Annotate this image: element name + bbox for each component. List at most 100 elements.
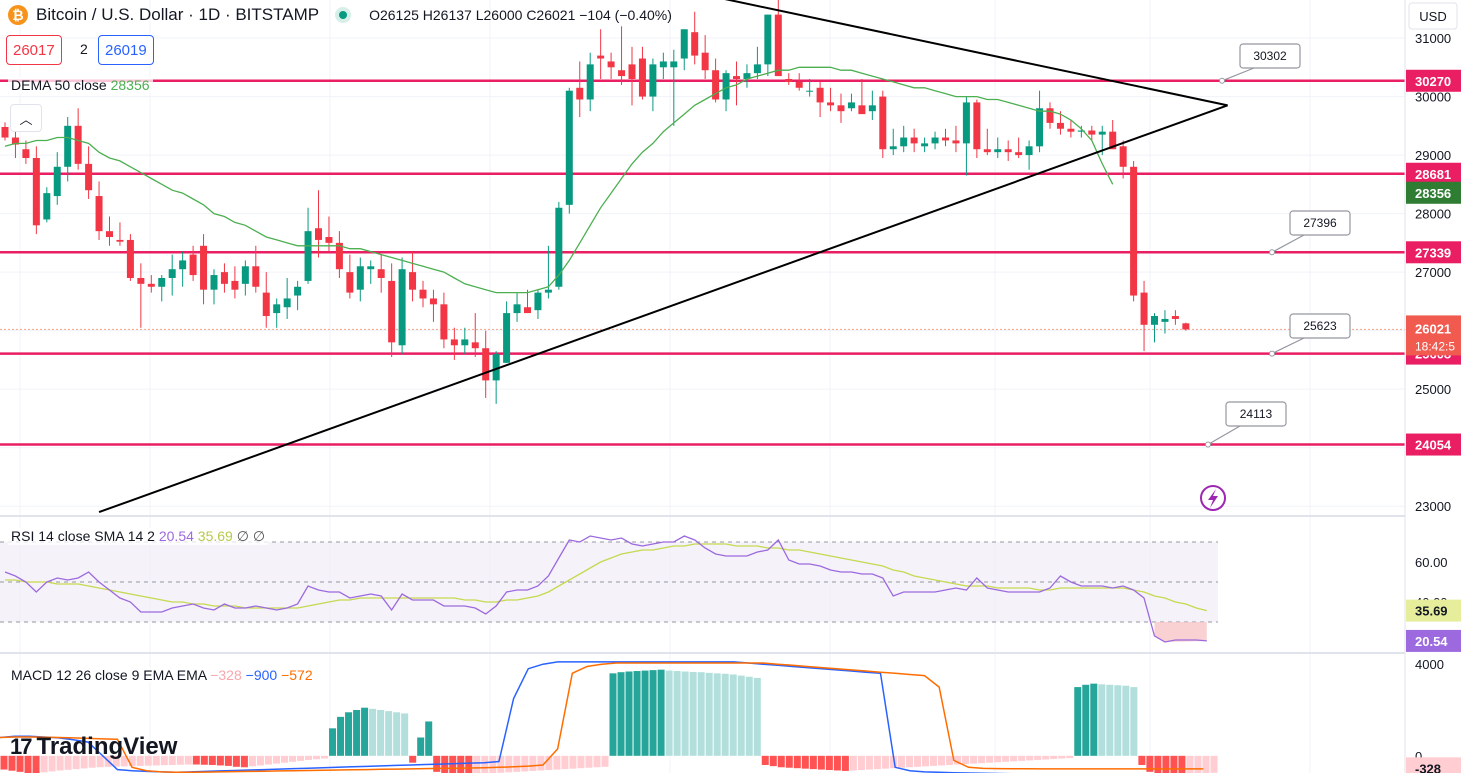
macd-hist-bar-86 — [689, 671, 697, 756]
candle-body-76 — [795, 81, 803, 88]
macd-hist-bar-20 — [160, 755, 168, 766]
candle-body-31 — [325, 237, 333, 243]
macd-hist-bar-69 — [553, 755, 561, 770]
candle-body-3 — [32, 158, 40, 226]
candle-body-35 — [367, 266, 375, 270]
candle-body-53 — [555, 207, 563, 287]
candle-body-32 — [335, 242, 343, 270]
candle-body-18 — [189, 254, 197, 276]
callout-box-30302 — [1239, 43, 1301, 69]
macd-label: MACD 12 26 close 9 EMA EMA — [11, 667, 207, 683]
candle-body-90 — [942, 137, 949, 141]
buy-price-button[interactable]: 26019 — [98, 35, 154, 65]
macd-legend[interactable]: MACD 12 26 close 9 EMA EMA −328 −900 −57… — [8, 667, 316, 683]
tradingview-wordmark: TradingView — [36, 733, 178, 760]
tradingview-logo[interactable]: 17 TradingView — [10, 733, 177, 761]
macd-hist-bar-123 — [986, 755, 994, 763]
candle-body-87 — [910, 137, 918, 144]
candle-body-27 — [283, 298, 291, 308]
candle-body-29 — [304, 231, 312, 281]
macd-hist-bar-151 — [1210, 755, 1218, 773]
candle-body-80 — [837, 105, 845, 112]
callout-text-25623: 25623 — [1303, 319, 1337, 333]
macd-hist-bar-101 — [809, 755, 817, 770]
macd-hist-bar-121 — [970, 755, 978, 764]
rsi-sma-line — [5, 543, 1207, 612]
candle-body-50 — [524, 307, 531, 314]
macd-hist-bar-36 — [288, 755, 296, 762]
dema-tag-text: 28356 — [1415, 186, 1451, 201]
macd-hist-bar-141 — [1130, 687, 1138, 756]
candle-body-81 — [847, 102, 855, 109]
dema-legend[interactable]: DEMA 50 close 28356 — [8, 77, 153, 93]
macd-hist-bar-77 — [617, 672, 625, 756]
macd-hist-bar-28 — [224, 755, 232, 766]
macd-hist-bar-10 — [80, 755, 88, 769]
rsi-sma-tag-bg — [1406, 599, 1461, 622]
callout-25623: 25623 — [1269, 313, 1351, 357]
symbol-title[interactable]: Bitcoin / U.S. Dollar · 1D · BITSTAMP — [36, 5, 320, 24]
rsi-value: 20.54 — [158, 528, 194, 544]
candle-body-43 — [450, 339, 458, 346]
candle-body-78 — [816, 87, 824, 103]
level-tag-28681-bg — [1406, 162, 1461, 185]
candle-body-111 — [1161, 318, 1169, 322]
lightning-icon[interactable] — [1200, 485, 1226, 511]
price-axis[interactable]: USD3100030000290002800027000260002500024… — [1404, 0, 1461, 773]
candle-body-49 — [513, 304, 521, 314]
macd-hist-bar-139 — [1114, 685, 1122, 756]
macd-hist-bar-6 — [48, 755, 56, 772]
currency-button[interactable] — [1408, 2, 1458, 30]
collapse-legend-button[interactable]: ︿ — [10, 104, 42, 132]
macd-tick-4000: 4000 — [1415, 657, 1444, 672]
price-callouts[interactable]: 30302 27396 25623 24113 — [1205, 43, 1351, 448]
macd-hist-bar-39 — [313, 755, 321, 760]
trendline-0 — [98, 104, 1228, 514]
macd-hist-bar-109 — [873, 755, 881, 770]
candle-body-99 — [1036, 108, 1044, 147]
candle-body-77 — [806, 90, 814, 92]
candle-body-37 — [388, 280, 396, 343]
candle-body-24 — [252, 266, 260, 287]
level-tag-30270-text: 30270 — [1415, 74, 1451, 89]
spread-value: 2 — [80, 41, 88, 57]
macd-hist-bar-118 — [946, 755, 954, 765]
sell-price-button[interactable]: 26017 — [6, 35, 62, 65]
macd-hist-bar-147 — [1178, 755, 1186, 773]
triangle-trendlines[interactable] — [98, 0, 1228, 514]
candle-body-19 — [200, 245, 208, 290]
macd-signal-line — [0, 662, 1204, 773]
macd-hist-bar-136 — [1090, 683, 1098, 756]
candle-body-61 — [638, 58, 646, 97]
candle-body-102 — [1067, 128, 1075, 132]
candle-body-2 — [22, 149, 30, 159]
macd-hist-bar-51 — [409, 755, 417, 763]
rsi-legend[interactable]: RSI 14 close SMA 14 2 20.54 35.69 ∅ ∅ — [8, 528, 269, 545]
macd-hist-bar-84 — [673, 671, 681, 756]
macd-hist-bar-127 — [1018, 755, 1026, 761]
dema-value: 28356 — [110, 77, 150, 93]
level-tag-27339-text: 27339 — [1415, 245, 1451, 260]
candle-body-25 — [262, 292, 270, 317]
price-tick-28000: 28000 — [1415, 207, 1451, 222]
rsi-tag-bg — [1406, 629, 1461, 652]
callout-box-25623 — [1289, 313, 1351, 339]
macd-hist-bar-112 — [897, 755, 905, 768]
price-tick-23000: 23000 — [1415, 499, 1451, 514]
macd-hist-bar-3 — [24, 755, 32, 773]
macd-hist-bar-40 — [321, 755, 329, 759]
macd-hist-bar-0 — [0, 755, 8, 770]
ohlc-values: O26125 H26137 L26000 C26021 −104 (−0.40%… — [369, 7, 672, 23]
candle-body-17 — [179, 260, 187, 270]
macd-hist-bar-119 — [954, 755, 962, 765]
support-resistance-levels[interactable] — [0, 79, 1405, 446]
macd-hist-bar-59 — [473, 755, 481, 773]
candle-body-88 — [921, 143, 929, 147]
macd-signal-value: −572 — [281, 667, 313, 683]
candle-body-98 — [1025, 146, 1033, 156]
macd-hist-bar-9 — [72, 755, 80, 770]
level-tag-28681-text: 28681 — [1415, 167, 1451, 182]
macd-hist-bar-66 — [529, 755, 537, 771]
candle-body-110 — [1151, 316, 1158, 325]
